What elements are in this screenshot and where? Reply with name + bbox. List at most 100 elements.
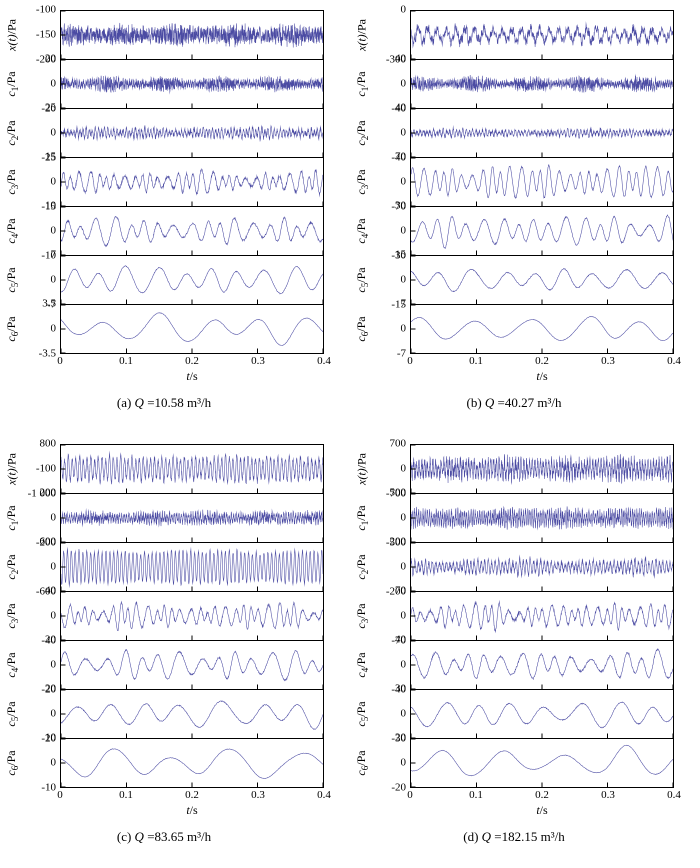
y-tick-label: -30 [391, 732, 406, 745]
y-axis-label-text: c6/Pa [353, 750, 371, 776]
x-tick-label: 0.3 [601, 789, 615, 801]
subplot-row: c1/Pa 500 0 -500 [354, 487, 674, 548]
axis-spacer [20, 369, 60, 386]
subplot-row: x(t)/Pa 800 -100 -1 000 [4, 438, 324, 499]
axis-spacer [370, 803, 410, 820]
signal-plot [410, 108, 674, 158]
x-axis-label-text: t/s [186, 369, 198, 383]
y-tick-label: -70 [391, 200, 406, 213]
y-tick-label: -1 000 [27, 487, 56, 500]
subplot-row: c5/Pa 7 0 -7 [4, 249, 324, 310]
signal-canvas [61, 11, 323, 59]
x-tick-label: 0.4 [317, 355, 331, 367]
signal-canvas [411, 158, 673, 206]
y-tick-label: -25 [41, 151, 56, 164]
x-tick-label: 0.2 [185, 355, 199, 367]
signal-canvas [61, 207, 323, 255]
y-axis-label-text: c5/Pa [353, 701, 371, 727]
y-tick-label: 0 [400, 707, 407, 720]
signal-plot [410, 444, 674, 494]
signal-plot [60, 304, 324, 354]
subplot-row: x(t)/Pa 0 -300 [354, 4, 674, 65]
y-axis-label: c4/Pa [4, 640, 20, 690]
y-tick-labels: 10 0 -10 [20, 200, 60, 261]
signal-plot [410, 542, 674, 592]
y-axis-label: x(t)/Pa [354, 444, 370, 494]
y-tick-labels: 40 0 -40 [370, 53, 410, 114]
subplot-row: c6/Pa 10 0 -10 [4, 732, 324, 793]
caption-flow-symbol: Q [134, 829, 144, 844]
y-axis-label-text: x(t)/Pa [354, 19, 369, 51]
signal-plot [60, 157, 324, 207]
y-tick-label: -20 [41, 683, 56, 696]
subplot-row: c2/Pa 40 0 -40 [354, 102, 674, 163]
y-tick-label: 0 [400, 609, 407, 622]
subplot-row: c2/Pa 200 0 -200 [354, 536, 674, 597]
x-tick-label: 0.1 [469, 789, 483, 801]
y-tick-label: 0 [50, 609, 57, 622]
y-tick-label: -200 [385, 585, 406, 598]
y-tick-label: -15 [41, 200, 56, 213]
x-tick-area: 0 0.1 0.2 0.3 0.4 [407, 354, 681, 369]
signal-plot [60, 493, 324, 543]
y-tick-label: -200 [35, 536, 56, 549]
y-tick-label: 0 [50, 77, 57, 90]
y-tick-label: 0 [400, 126, 407, 139]
y-tick-labels: 3.5 0 -3.5 [20, 298, 60, 359]
y-axis-label-text: c6/Pa [353, 316, 371, 342]
y-axis-label-text: c3/Pa [353, 169, 371, 195]
y-tick-label: 200 [39, 486, 57, 499]
y-tick-label: -10 [41, 249, 56, 262]
signal-canvas [411, 592, 673, 640]
y-axis-label: c6/Pa [4, 304, 20, 354]
y-axis-label: c5/Pa [4, 255, 20, 305]
y-tick-label: 30 [395, 199, 406, 212]
caption-flow-value: =40.27 m³/h [494, 395, 562, 410]
y-axis-label: c2/Pa [4, 108, 20, 158]
y-tick-labels: 40 0 -40 [370, 634, 410, 695]
y-tick-labels: 20 0 -20 [370, 732, 410, 793]
signal-canvas [61, 158, 323, 206]
y-axis-label-text: c5/Pa [3, 267, 21, 293]
subplot-row: c6/Pa 7 0 -7 [353, 298, 674, 359]
panel-caption: (b) Q =40.27 m³/h [354, 395, 674, 411]
y-tick-label: 0 [50, 273, 57, 286]
signal-plot [60, 255, 324, 305]
signal-canvas [411, 739, 673, 787]
panel-caption: (c) Q =83.65 m³/h [4, 829, 324, 845]
y-tick-label: 10 [45, 731, 56, 744]
y-axis-label-text: c1/Pa [353, 71, 371, 97]
axis-spacer [354, 354, 370, 369]
y-axis-label: c4/Pa [4, 206, 20, 256]
y-tick-label: -20 [41, 732, 56, 745]
y-tick-label: -100 [35, 3, 56, 16]
signal-plot [60, 738, 324, 788]
y-tick-label: -300 [385, 53, 406, 66]
signal-plot [410, 591, 674, 641]
x-tick-label: 0 [407, 355, 413, 367]
subplot-row: c1/Pa 200 0 -200 [4, 487, 324, 548]
y-axis-label: c2/Pa [354, 108, 370, 158]
signal-canvas [61, 256, 323, 304]
x-tick-label: 0.2 [535, 355, 549, 367]
signal-canvas [61, 543, 323, 591]
y-axis-label-text: c3/Pa [3, 169, 21, 195]
caption-flow-symbol: Q [134, 395, 144, 410]
signal-canvas [411, 11, 673, 59]
y-tick-label: -70 [391, 634, 406, 647]
y-tick-label: 500 [389, 486, 407, 499]
y-axis-label-text: c1/Pa [3, 71, 21, 97]
y-tick-label: 800 [39, 437, 57, 450]
y-axis-label-text: c6/Pa [3, 316, 21, 342]
y-axis-label: c3/Pa [354, 591, 370, 641]
subplot-row: c1/Pa 40 0 -40 [353, 53, 674, 114]
y-tick-label: 70 [395, 150, 406, 163]
y-tick-label: 200 [389, 535, 407, 548]
y-tick-label: 70 [395, 584, 406, 597]
y-axis-label: c3/Pa [4, 157, 20, 207]
caption-flow-symbol: Q [481, 829, 492, 844]
y-tick-label: 0 [400, 560, 407, 573]
signal-canvas [61, 592, 323, 640]
x-tick-area: 0 0.1 0.2 0.3 0.4 [407, 788, 681, 803]
signal-canvas [411, 690, 673, 738]
